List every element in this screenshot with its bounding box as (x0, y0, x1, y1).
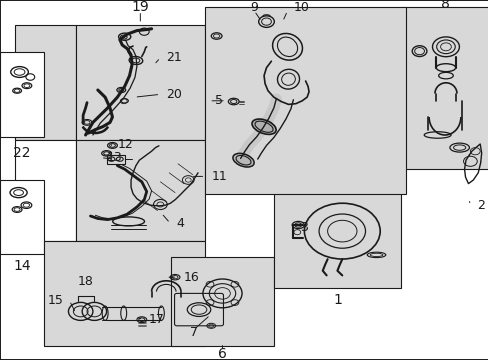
Text: 8: 8 (440, 0, 448, 11)
Text: 5: 5 (215, 94, 223, 107)
Text: 19: 19 (131, 0, 149, 14)
Bar (15, 25, 76, 140)
Text: 11: 11 (211, 170, 226, 183)
Bar (273, 176, 400, 288)
Text: 16: 16 (183, 271, 199, 284)
Bar (15, 140, 76, 241)
Bar (106, 155, 125, 164)
Ellipse shape (232, 153, 254, 167)
Bar (171, 257, 273, 346)
Text: 10: 10 (293, 1, 308, 14)
Text: 6: 6 (218, 347, 226, 360)
Bar (205, 7, 405, 194)
Text: 17: 17 (149, 313, 164, 326)
Text: 7: 7 (190, 326, 198, 339)
Text: 14: 14 (13, 259, 31, 273)
Text: 2: 2 (476, 199, 484, 212)
Text: 9: 9 (250, 1, 258, 14)
Bar (0, 52, 44, 137)
Bar (400, 7, 488, 169)
Bar (0, 180, 44, 254)
Text: 20: 20 (166, 88, 182, 101)
Text: 4: 4 (176, 217, 183, 230)
Bar (44, 241, 205, 346)
Text: 13: 13 (106, 151, 122, 164)
Text: 3: 3 (300, 221, 307, 234)
Text: 1: 1 (332, 293, 341, 307)
Bar (76, 25, 205, 140)
Ellipse shape (251, 119, 276, 134)
Text: 21: 21 (166, 51, 182, 64)
Text: 12: 12 (117, 138, 133, 151)
Text: 15: 15 (48, 294, 63, 307)
Text: 18: 18 (78, 275, 93, 288)
Bar (76, 140, 205, 241)
Text: 22: 22 (13, 146, 31, 160)
